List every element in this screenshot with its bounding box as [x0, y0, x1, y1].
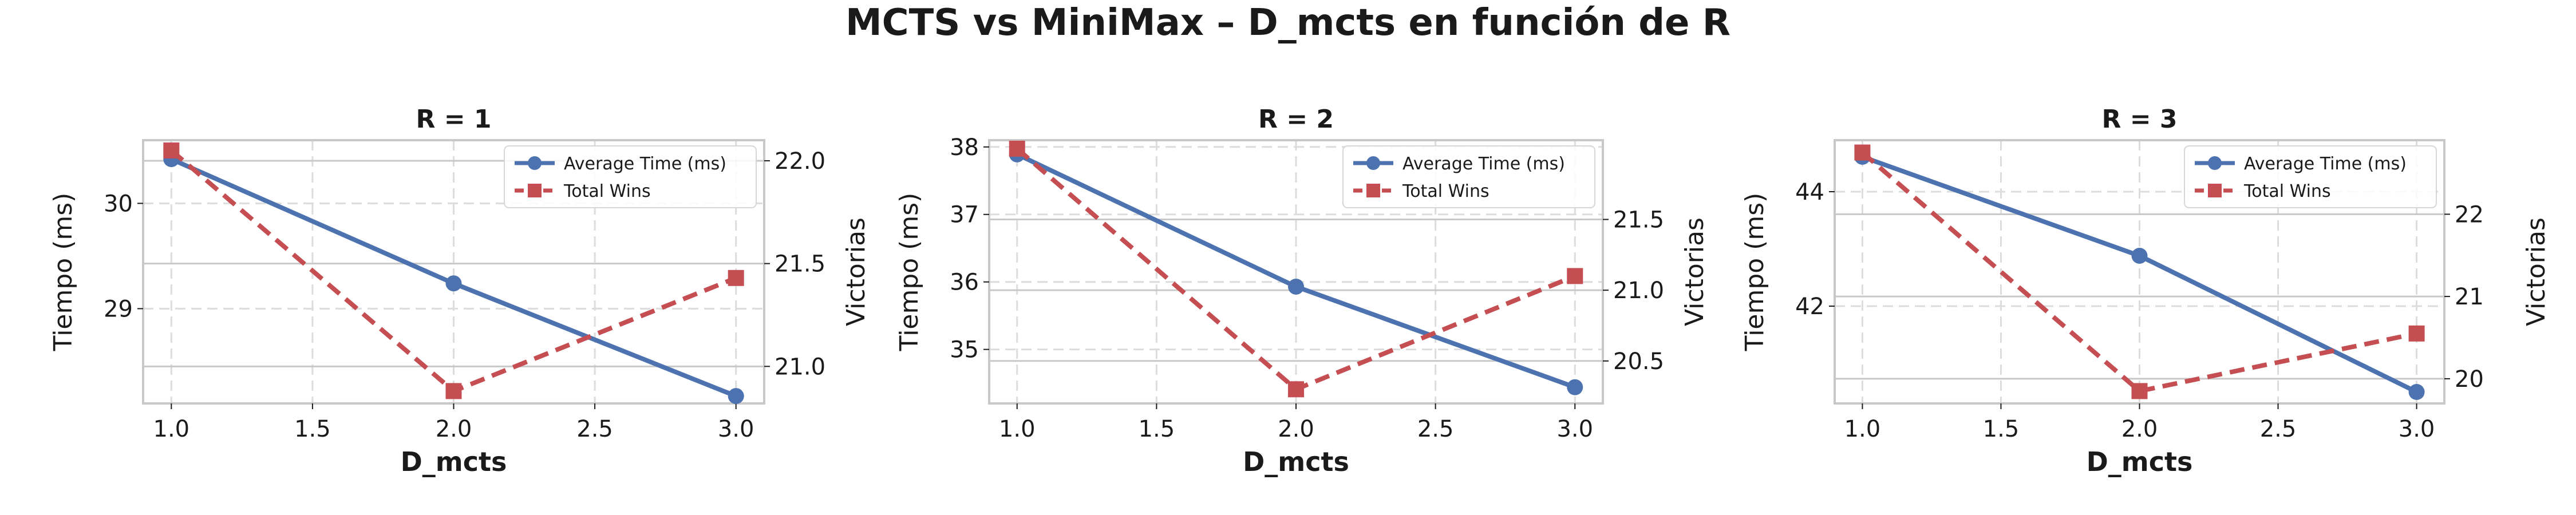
subplot-3: R = 3 1.0 1.5 2.0 2.5 3.0 42 44 20 21 22 D_mcts Tiem…: [1740, 105, 2551, 477]
wins-data-point: [1009, 140, 1025, 157]
legend-time-marker: [528, 156, 542, 170]
figure-title: MCTS vs MiniMax – D_mcts en función de R: [845, 2, 1731, 44]
x-tick-label: 1.5: [1983, 416, 2020, 442]
time-data-point: [2408, 384, 2425, 400]
legend-entry-label: Total Wins: [563, 181, 651, 201]
wins-data-point: [1567, 268, 1583, 284]
legend: Average Time (ms) Total Wins: [504, 145, 757, 208]
legend-time-marker: [1366, 156, 1380, 170]
wins-data-point: [2408, 325, 2425, 342]
time-data-point: [728, 388, 744, 405]
time-data-point: [2131, 248, 2148, 264]
subplot-2: R = 2 1.0 1.5 2.0 2.5 3.0 35 36 37 38 20.5 21.0 21.5…: [895, 105, 1709, 477]
y-right-tick-label: 22: [2455, 201, 2484, 228]
y-left-tick-label: 44: [1795, 179, 1824, 205]
x-axis-label: D_mcts: [401, 446, 507, 477]
x-tick-label: 3.0: [718, 416, 754, 442]
subplot-title: R = 3: [2102, 105, 2178, 134]
wins-data-point: [1854, 144, 1871, 161]
wins-data-point: [728, 270, 744, 286]
x-tick-label: 2.0: [1278, 416, 1314, 442]
subplot-1: R = 1 1.0 1.5 2.0 2.5 3.0 29 30 21.0 21.5 22.0 D_mc…: [49, 105, 871, 477]
y-right-tick-label: 20: [2455, 366, 2484, 393]
x-tick-label: 1.5: [294, 416, 331, 442]
x-tick-label: 3.0: [1556, 416, 1593, 442]
wins-series-line: [1860, 150, 2417, 394]
x-tick-label: 3.0: [2399, 416, 2435, 442]
legend-entry-label: Average Time (ms): [564, 154, 726, 174]
time-data-point: [445, 275, 462, 292]
x-tick-label: 2.0: [2121, 416, 2158, 442]
legend-wins-marker: [1366, 184, 1380, 197]
y-right-tick-label: 22.0: [775, 148, 825, 175]
x-tick-label: 2.5: [2260, 416, 2297, 442]
y-left-tick-label: 30: [104, 191, 133, 217]
wins-data-point: [1288, 381, 1304, 398]
y-left-tick-label: 35: [950, 337, 979, 363]
time-data-point: [1288, 278, 1304, 295]
legend: Average Time (ms) Total Wins: [1342, 145, 1595, 208]
y-right-tick-label: 21.5: [1613, 207, 1664, 233]
y-left-tick-label: 42: [1795, 294, 1824, 320]
x-tick-label: 2.5: [1417, 416, 1454, 442]
x-tick-label: 2.0: [436, 416, 472, 442]
legend-entry-label: Average Time (ms): [1402, 154, 1565, 174]
x-axis-label: D_mcts: [1243, 446, 1349, 477]
y-right-axis-label: Victorias: [841, 217, 871, 326]
x-tick-label: 1.0: [1844, 416, 1881, 442]
x-axis-label: D_mcts: [2087, 446, 2193, 477]
y-right-axis-label: Victorias: [1680, 217, 1709, 326]
wins-data-point: [2131, 383, 2148, 399]
y-left-tick-label: 36: [950, 270, 979, 296]
x-tick-label: 1.0: [153, 416, 190, 442]
x-tick-label: 1.0: [999, 416, 1036, 442]
y-left-axis-label: Tiempo (ms): [49, 193, 78, 352]
time-data-point: [1567, 379, 1583, 395]
y-left-tick-label: 29: [104, 296, 133, 322]
subplot-title: R = 1: [416, 105, 492, 134]
legend-time-marker: [2208, 156, 2222, 170]
legend-box: [1342, 145, 1595, 208]
x-tick-label: 2.5: [576, 416, 613, 442]
legend: Average Time (ms) Total Wins: [2184, 145, 2437, 208]
y-right-tick-label: 21: [2455, 284, 2484, 310]
legend-wins-marker: [528, 184, 542, 197]
y-left-axis-label: Tiempo (ms): [1740, 193, 1769, 352]
legend-entry-label: Total Wins: [1402, 181, 1490, 201]
legend-entry-label: Average Time (ms): [2244, 154, 2407, 174]
legend-box: [2184, 145, 2437, 208]
legend-entry-label: Total Wins: [2243, 181, 2331, 201]
y-right-tick-label: 21.5: [775, 251, 825, 278]
y-left-tick-label: 38: [950, 134, 979, 161]
subplot-title: R = 2: [1258, 105, 1334, 134]
x-tick-label: 1.5: [1139, 416, 1175, 442]
y-right-tick-label: 20.5: [1613, 348, 1664, 375]
y-right-tick-label: 21.0: [1613, 278, 1664, 304]
y-right-tick-label: 21.0: [775, 354, 825, 380]
y-left-tick-label: 37: [950, 202, 979, 228]
legend-wins-marker: [2208, 184, 2222, 197]
wins-data-point: [445, 383, 462, 399]
y-left-axis-label: Tiempo (ms): [895, 193, 924, 352]
wins-data-point: [163, 142, 180, 159]
legend-box: [504, 145, 757, 208]
y-right-axis-label: Victorias: [2522, 217, 2551, 326]
